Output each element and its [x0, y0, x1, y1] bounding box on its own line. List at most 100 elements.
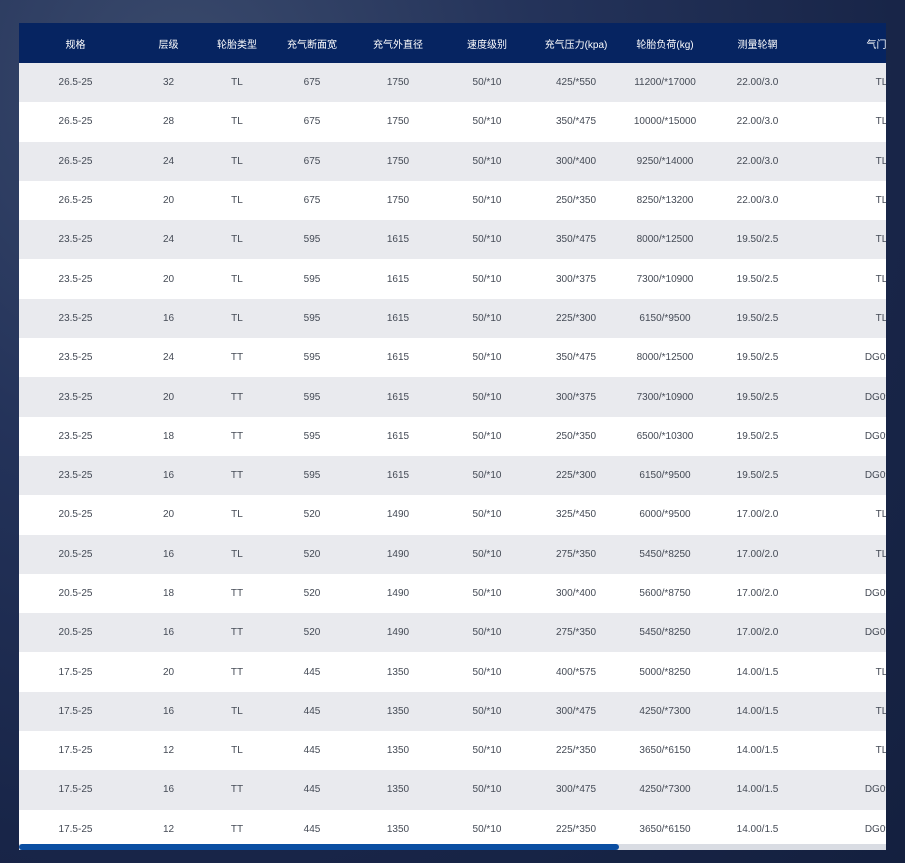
table-row: 20.5-25 16 TT 520 1490 50/*10 275/*350 5450/*82…: [19, 613, 886, 653]
table-cell: 3650/*6150: [619, 731, 711, 771]
table-cell: 32: [132, 63, 205, 103]
table-cell: 595: [269, 377, 355, 417]
table-cell: TL: [205, 180, 269, 221]
table-cell: 1615: [355, 377, 441, 417]
table-cell: 17.00/2.0: [711, 495, 804, 535]
table-cell: TL: [205, 259, 269, 299]
column-header: 规格: [19, 23, 132, 63]
table-cell: 1615: [355, 455, 441, 496]
table-cell: DG09C: [804, 770, 886, 810]
table-cell: 1615: [355, 259, 441, 299]
table-cell: TT: [205, 809, 269, 848]
table-cell: 50/*10: [441, 770, 533, 810]
table-cell: 675: [269, 180, 355, 221]
table-cell: 445: [269, 770, 355, 810]
table-cell: TT: [205, 338, 269, 378]
table-cell: 4250/*7300: [619, 770, 711, 810]
column-header: 气门嘴: [804, 23, 886, 63]
table-cell: 23.5-25: [19, 259, 132, 299]
table-cell: 26.5-25: [19, 63, 132, 103]
table-cell: 1350: [355, 809, 441, 848]
table-header-row: 规格 层级 轮胎类型 充气断面宽 充气外直径 速度级别 充气压力(kpa) 轮胎负荷(kg) 测…: [19, 23, 886, 63]
table-cell: 595: [269, 455, 355, 496]
table-cell: 300/*375: [533, 259, 619, 299]
column-header: 测量轮辋: [711, 23, 804, 63]
table-cell: 20: [132, 180, 205, 221]
table-cell: 14.00/1.5: [711, 809, 804, 848]
table-cell: DG09C: [804, 338, 886, 378]
table-cell: 300/*375: [533, 377, 619, 417]
table-row: 17.5-25 12 TL 445 1350 50/*10 225/*350 3650/*61…: [19, 731, 886, 771]
table-cell: 300/*400: [533, 573, 619, 614]
table-cell: TT: [205, 416, 269, 456]
table-cell: 50/*10: [441, 455, 533, 496]
table-cell: 24: [132, 141, 205, 181]
table-cell: 17.00/2.0: [711, 534, 804, 574]
table-cell: 595: [269, 259, 355, 299]
table-cell: 17.5-25: [19, 731, 132, 771]
column-header: 速度级别: [441, 23, 533, 63]
table-cell: 250/*350: [533, 180, 619, 221]
table-cell: 50/*10: [441, 495, 533, 535]
table-cell: 5450/*8250: [619, 613, 711, 653]
table-cell: 12: [132, 809, 205, 848]
table-cell: 18: [132, 573, 205, 614]
table-row: 23.5-25 20 TT 595 1615 50/*10 300/*375 7300/*10…: [19, 377, 886, 417]
table-cell: TL: [804, 102, 886, 142]
table-row: 26.5-25 20 TL 675 1750 50/*10 250/*350 8250/*13…: [19, 180, 886, 221]
table-cell: DG09C: [804, 455, 886, 496]
table-cell: 17.5-25: [19, 652, 132, 692]
table-cell: TL: [804, 298, 886, 339]
table-row: 20.5-25 20 TL 520 1490 50/*10 325/*450 6000/*95…: [19, 495, 886, 535]
table-cell: TT: [205, 573, 269, 614]
horizontal-scrollbar[interactable]: [19, 844, 886, 850]
table-cell: 20: [132, 652, 205, 692]
table-cell: 22.00/3.0: [711, 102, 804, 142]
table-cell: 24: [132, 338, 205, 378]
table-cell: 50/*10: [441, 534, 533, 574]
table-cell: 7300/*10900: [619, 259, 711, 299]
table-cell: 24: [132, 220, 205, 260]
table-cell: 1490: [355, 613, 441, 653]
table-cell: 1750: [355, 180, 441, 221]
table-cell: 26.5-25: [19, 141, 132, 181]
table-cell: TL: [804, 63, 886, 103]
table-cell: 3650/*6150: [619, 809, 711, 848]
table-cell: TL: [205, 63, 269, 103]
table-row: 23.5-25 20 TL 595 1615 50/*10 300/*375 7300/*10…: [19, 259, 886, 299]
table-cell: 19.50/2.5: [711, 377, 804, 417]
table-cell: 1490: [355, 573, 441, 614]
table-cell: 16: [132, 455, 205, 496]
table-cell: TL: [804, 495, 886, 535]
table-cell: 50/*10: [441, 63, 533, 103]
table-cell: 1750: [355, 102, 441, 142]
table-cell: 1615: [355, 220, 441, 260]
table-cell: 4250/*7300: [619, 691, 711, 732]
table-cell: 14.00/1.5: [711, 652, 804, 692]
table-cell: DG09C: [804, 377, 886, 417]
table-cell: 20: [132, 259, 205, 299]
table-cell: 18: [132, 416, 205, 456]
table-cell: 1350: [355, 691, 441, 732]
table-cell: 595: [269, 338, 355, 378]
scrollbar-thumb[interactable]: [19, 844, 619, 850]
table-row: 23.5-25 24 TL 595 1615 50/*10 350/*475 8000/*12…: [19, 220, 886, 260]
table-cell: 50/*10: [441, 691, 533, 732]
table-cell: TT: [205, 770, 269, 810]
table-cell: 17.00/2.0: [711, 573, 804, 614]
table-cell: 20.5-25: [19, 495, 132, 535]
table-cell: 17.5-25: [19, 809, 132, 848]
table-cell: 50/*10: [441, 613, 533, 653]
column-header: 充气外直径: [355, 23, 441, 63]
table-cell: 22.00/3.0: [711, 63, 804, 103]
table-cell: 50/*10: [441, 338, 533, 378]
table-cell: 23.5-25: [19, 455, 132, 496]
table-cell: 17.00/2.0: [711, 613, 804, 653]
table-cell: 10000/*15000: [619, 102, 711, 142]
table-cell: 26.5-25: [19, 102, 132, 142]
table-row: 23.5-25 24 TT 595 1615 50/*10 350/*475 8000/*12…: [19, 338, 886, 378]
column-header: 充气断面宽: [269, 23, 355, 63]
table-cell: 23.5-25: [19, 416, 132, 456]
table-cell: 300/*475: [533, 770, 619, 810]
table-cell: 520: [269, 613, 355, 653]
